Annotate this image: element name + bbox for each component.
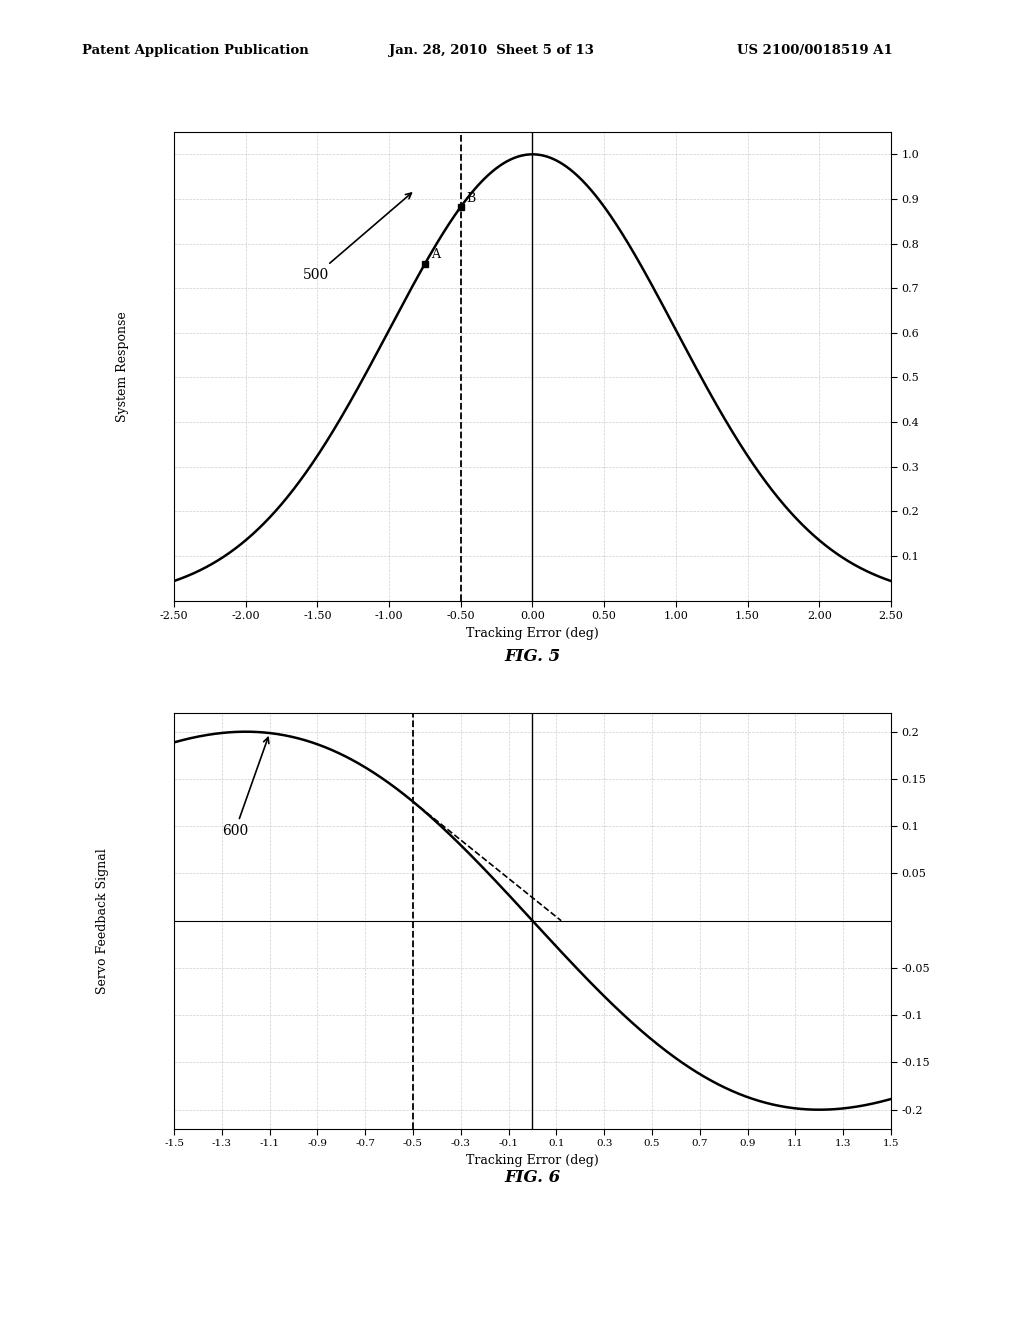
Text: FIG. 6: FIG. 6	[505, 1170, 560, 1185]
Text: Patent Application Publication: Patent Application Publication	[82, 44, 308, 57]
Text: Servo Feedback Signal: Servo Feedback Signal	[96, 847, 109, 994]
Text: US 2100/0018519 A1: US 2100/0018519 A1	[737, 44, 893, 57]
Text: A: A	[431, 248, 439, 261]
Text: 500: 500	[303, 193, 412, 281]
Text: FIG. 5: FIG. 5	[505, 648, 560, 664]
Text: System Response: System Response	[117, 312, 129, 421]
Text: 600: 600	[222, 738, 269, 838]
X-axis label: Tracking Error (deg): Tracking Error (deg)	[466, 627, 599, 640]
Text: B: B	[467, 191, 476, 205]
X-axis label: Tracking Error (deg): Tracking Error (deg)	[466, 1154, 599, 1167]
Text: Jan. 28, 2010  Sheet 5 of 13: Jan. 28, 2010 Sheet 5 of 13	[389, 44, 594, 57]
